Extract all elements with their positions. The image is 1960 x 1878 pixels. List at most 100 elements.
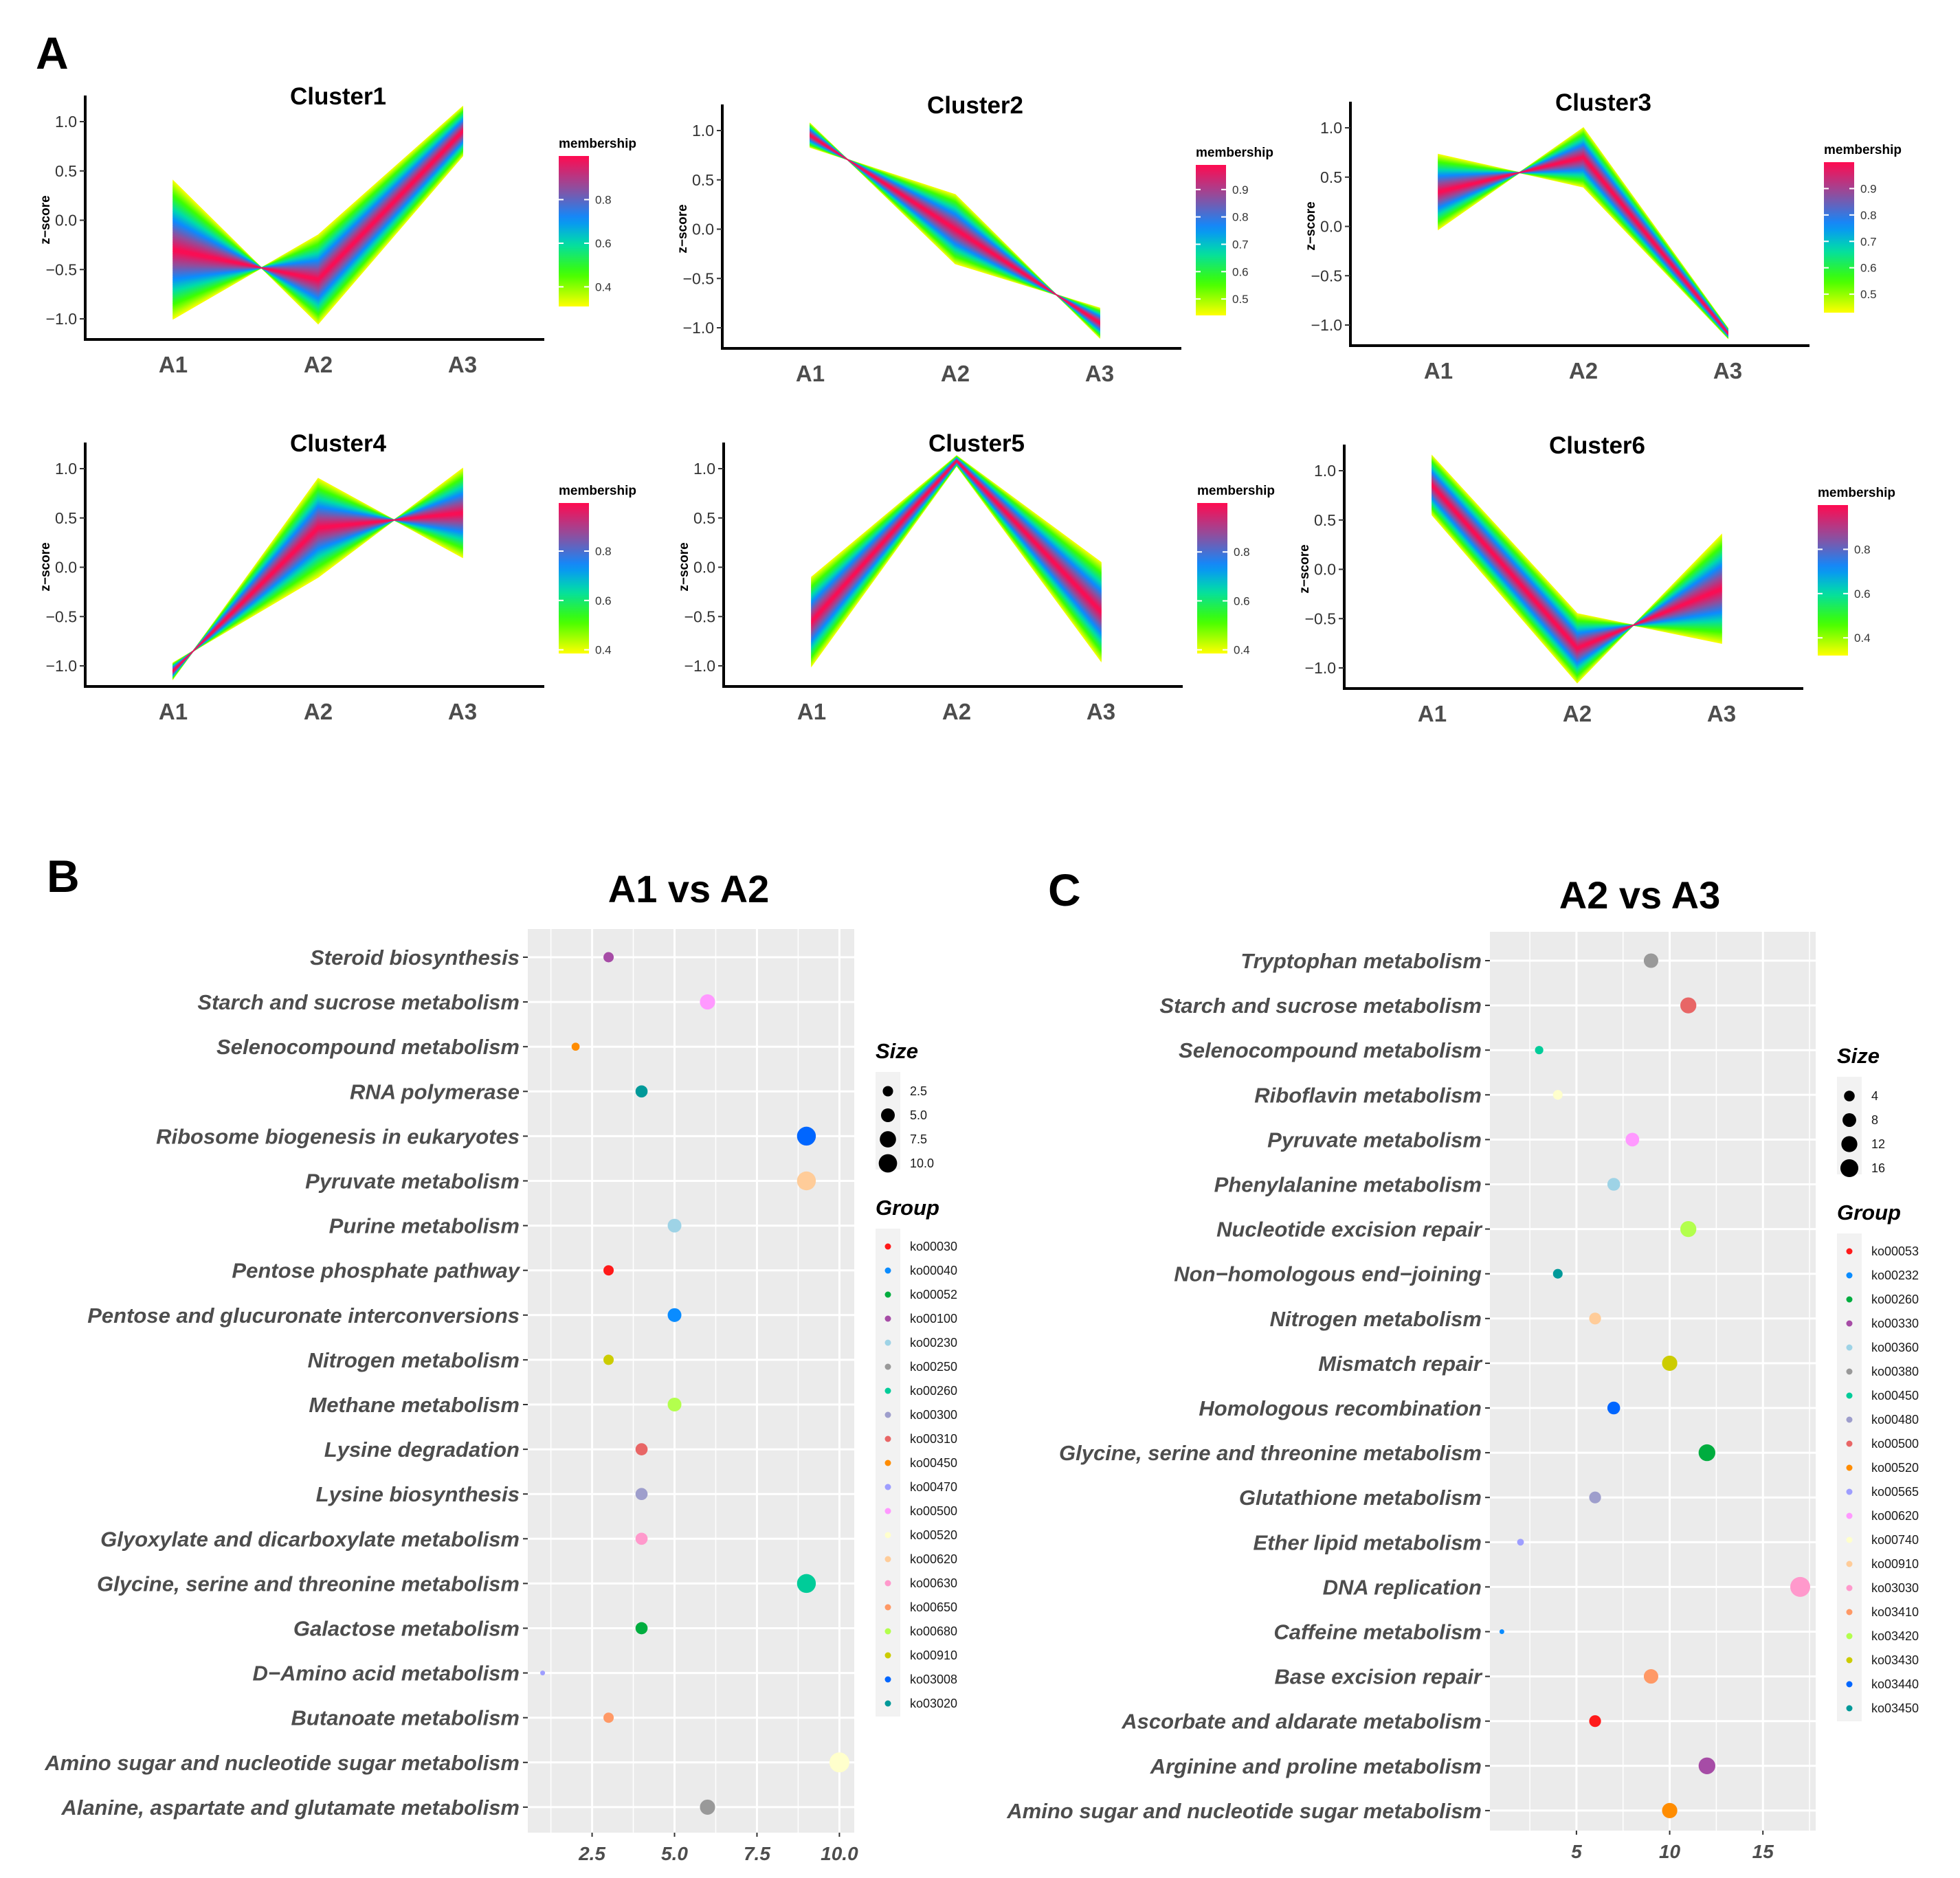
group-legend-label: ko00630	[910, 1576, 957, 1590]
legend-tick-label: 0.8	[1232, 211, 1249, 224]
dot-plot-a1-vs-a2: A1 vs A2 2.5 5.0 7.5 10.0 Steroid biosynthesi…	[44, 867, 957, 1864]
legend-title: membership	[1196, 146, 1273, 160]
category-label: Alanine, aspartate and glutamate metabol…	[60, 1796, 520, 1820]
size-legend-key	[880, 1131, 896, 1148]
data-point	[1517, 1539, 1524, 1546]
legend-tick-label: 0.4	[1234, 644, 1250, 657]
y-tick-label: −1.0	[683, 319, 714, 337]
data-point	[603, 952, 614, 963]
cluster-title: Cluster4	[290, 430, 387, 457]
y-axis-label: z−score	[676, 204, 690, 253]
group-legend-label: ko00680	[910, 1624, 957, 1638]
size-legend-label: 12	[1871, 1137, 1885, 1151]
category-label: Amino sugar and nucleotide sugar metabol…	[1006, 1799, 1482, 1823]
group-legend-label: ko00480	[1871, 1413, 1919, 1427]
data-point	[1643, 1669, 1658, 1684]
x-tick-label: A2	[1569, 358, 1598, 383]
category-label: Glycine, serine and threonine metabolism	[97, 1572, 520, 1596]
category-label: Homologous recombination	[1199, 1396, 1482, 1420]
legend-tick-label: 0.4	[595, 644, 612, 657]
data-point	[667, 1218, 682, 1233]
legend-title: membership	[1818, 486, 1895, 500]
group-legend-key	[1846, 1368, 1853, 1375]
size-legend-key	[878, 1154, 898, 1173]
x-tick-label: A3	[1713, 358, 1742, 383]
panel-label-b: B	[47, 851, 80, 902]
data-point	[1625, 1132, 1640, 1147]
group-legend-key	[1846, 1488, 1853, 1495]
data-point	[1698, 1444, 1715, 1462]
category-label: Purine metabolism	[329, 1214, 520, 1238]
group-legend-key	[1846, 1248, 1853, 1255]
cluster-title: Cluster6	[1549, 432, 1645, 459]
legend-tick-label: 0.8	[1854, 543, 1871, 556]
legend-title: membership	[559, 484, 636, 498]
category-label: Glycine, serine and threonine metabolism	[1059, 1441, 1482, 1465]
legend-tick-label: 0.7	[1232, 238, 1249, 251]
group-legend-key	[884, 1411, 891, 1418]
category-label: RNA polymerase	[350, 1080, 520, 1104]
membership-line-bundle	[811, 455, 1102, 668]
category-label: Butanoate metabolism	[291, 1706, 520, 1730]
legend-tick-label: 0.6	[1234, 594, 1250, 607]
legend-tick-label: 0.9	[1232, 183, 1249, 197]
x-tick-label: A1	[797, 699, 826, 724]
data-point	[700, 994, 715, 1010]
group-legend-label: ko00620	[1871, 1509, 1919, 1523]
group-legend-key	[1846, 1633, 1853, 1640]
group-legend-label: ko00450	[1871, 1389, 1919, 1402]
group-legend-keys	[876, 1229, 900, 1717]
category-label: D−Amino acid metabolism	[253, 1662, 520, 1686]
group-legend-key	[884, 1604, 891, 1611]
group-legend-key	[884, 1339, 891, 1346]
plot-title: A2 vs A3	[1559, 873, 1721, 917]
cluster-plot-6: Cluster6 A1 A2 A3 1.0 0.5 0.0 −0.5 −1.0 z−score me…	[1298, 432, 1895, 726]
membership-line-bundle	[810, 122, 1100, 339]
data-point	[667, 1308, 682, 1322]
category-label: Lysine degradation	[324, 1438, 520, 1462]
category-label: DNA replication	[1323, 1575, 1482, 1599]
size-legend-key	[1844, 1091, 1855, 1102]
legend-tick-label: 0.6	[595, 594, 612, 607]
data-point	[1552, 1268, 1563, 1279]
category-label: Galactose metabolism	[293, 1617, 520, 1641]
membership-legend: membership 0.4 0.6 0.8	[559, 137, 636, 306]
panel-label-a: A	[36, 27, 69, 78]
group-legend-label: ko03430	[1871, 1653, 1919, 1667]
group-legend-label: ko00330	[1871, 1317, 1919, 1330]
group-legend-key	[884, 1556, 891, 1563]
group-legend-key	[884, 1267, 891, 1274]
cluster-title: Cluster2	[927, 92, 1023, 119]
y-tick-label: −0.5	[46, 260, 77, 278]
y-tick-label: −1.0	[46, 657, 77, 675]
size-legend-key	[882, 1086, 893, 1097]
category-label: Pyruvate metabolism	[305, 1170, 520, 1194]
plot-panel	[528, 929, 854, 1833]
membership-band	[1438, 157, 1728, 335]
group-legend-key	[884, 1315, 891, 1322]
data-point	[797, 1574, 816, 1594]
data-point	[797, 1171, 816, 1191]
group-legend-label: ko00052	[910, 1288, 957, 1301]
legend-title: membership	[1824, 143, 1902, 157]
group-legend-key	[884, 1243, 891, 1250]
cluster-plot-4: Cluster4 A1 A2 A3 1.0 0.5 0.0 −0.5 −1.0 z−score me…	[38, 430, 636, 724]
group-legend-key	[1846, 1561, 1853, 1567]
size-legend-label: 2.5	[910, 1084, 927, 1098]
category-label: Selenocompound metabolism	[216, 1035, 520, 1059]
group-legend-key	[884, 1652, 891, 1659]
group-legend-label: ko00360	[1871, 1341, 1919, 1354]
cluster-plot-3: Cluster3 A1 A2 A3 1.0 0.5 0.0 −0.5 −1.0 z−score me…	[1304, 89, 1902, 383]
membership-band	[172, 512, 463, 673]
x-tick-label: A1	[159, 699, 188, 724]
group-legend-label: ko03020	[910, 1697, 957, 1710]
group-legend-key	[884, 1460, 891, 1466]
x-tick-label: A1	[796, 361, 825, 386]
y-axis-label: z−score	[38, 542, 53, 591]
group-legend-label: ko00565	[1871, 1485, 1919, 1499]
group-legend-label: ko00030	[910, 1240, 957, 1253]
group-legend-keys	[1837, 1233, 1862, 1721]
group-legend-label: ko00380	[1871, 1365, 1919, 1378]
x-tick-label: A3	[448, 699, 477, 724]
group-legend-key	[1846, 1705, 1853, 1712]
